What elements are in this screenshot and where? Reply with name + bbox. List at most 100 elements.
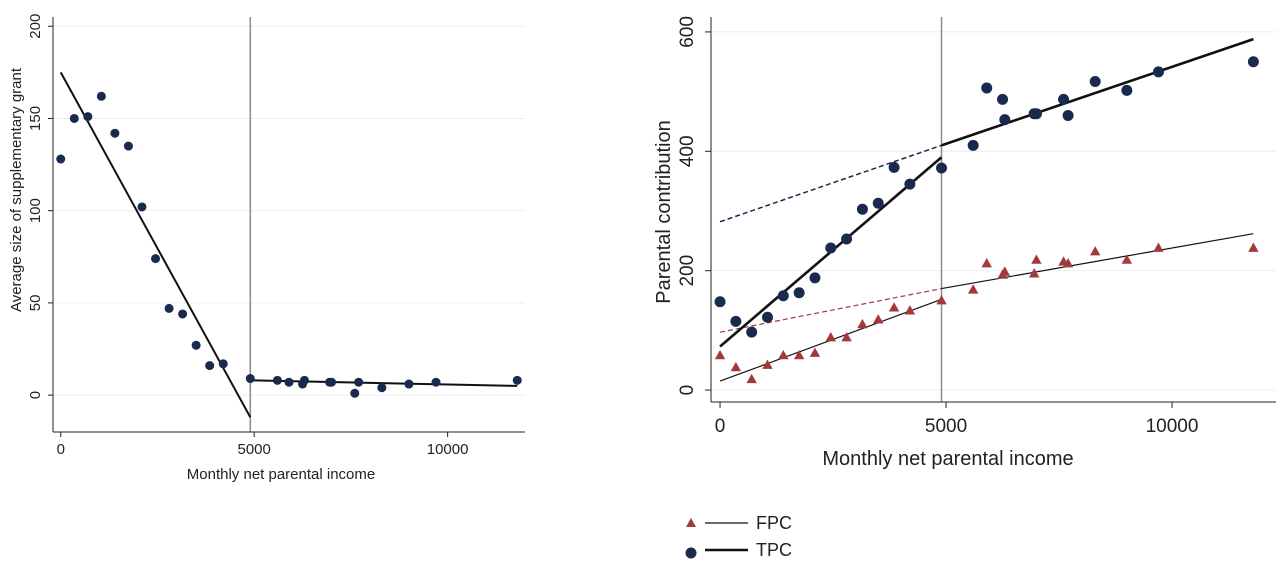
legend-tpc-marker: [685, 547, 697, 559]
left-y-ticks: 0 50 100 150 200: [27, 14, 53, 399]
left-point-data: [377, 383, 387, 393]
right-point-tpc: [746, 326, 758, 338]
left-point-data: [83, 112, 93, 122]
left-point-data: [151, 254, 161, 264]
right-y-tick-label: 600: [677, 16, 698, 48]
right-point-fpc: [999, 266, 1011, 276]
right-point-fpc: [825, 332, 837, 342]
legend-fpc-label: FPC: [756, 513, 792, 533]
right-y-tick-label: 400: [677, 135, 698, 167]
legend-item-tpc: TPC: [685, 540, 792, 560]
right-point-tpc: [1062, 109, 1074, 121]
left-y-axis-title: Average size of supplementary grant: [8, 67, 25, 312]
right-point-tpc: [904, 178, 916, 190]
left-y-tick-label: 100: [27, 198, 44, 223]
right-fit-line: [941, 233, 1254, 290]
right-point-tpc: [967, 139, 979, 151]
legend: FPC TPC: [685, 513, 792, 560]
right-point-fpc: [793, 349, 805, 360]
right-fit-line: [719, 144, 942, 223]
left-x-ticks: 0 5000 10000: [57, 432, 468, 458]
right-point-tpc: [1247, 56, 1259, 68]
right-point-fpc: [1248, 242, 1259, 252]
right-fit-line: [719, 288, 942, 333]
right-y-ticks: 0 200 400 600: [677, 16, 711, 395]
legend-tpc-label: TPC: [756, 540, 792, 560]
right-point-fpc: [888, 302, 900, 312]
right-point-fpc: [730, 361, 742, 372]
left-point-data: [123, 141, 133, 151]
left-point-data: [350, 388, 360, 398]
left-point-data: [404, 379, 414, 389]
right-grid: [711, 31, 1276, 391]
left-point-data: [512, 375, 522, 385]
left-y-tick-label: 200: [27, 14, 44, 39]
right-y-tick-label: 0: [677, 385, 698, 396]
right-point-tpc: [856, 203, 868, 215]
right-point-tpc: [793, 287, 805, 299]
left-fit-lines: [59, 71, 518, 418]
right-point-tpc: [1058, 93, 1070, 105]
left-point-data: [205, 361, 215, 371]
left-point-data: [354, 377, 364, 387]
right-y-tick-label: 200: [677, 255, 698, 287]
right-point-fpc: [1028, 268, 1040, 278]
left-point-data: [69, 113, 79, 123]
right-x-tick-label: 10000: [1146, 416, 1199, 437]
left-point-data: [164, 303, 174, 313]
right-point-tpc: [1121, 84, 1133, 96]
left-x-tick-label: 5000: [237, 441, 270, 458]
right-point-tpc: [714, 296, 726, 308]
right-axes: [710, 17, 1276, 403]
right-point-fpc: [746, 373, 757, 384]
right-point-tpc: [1030, 108, 1042, 120]
right-point-fpc: [873, 314, 884, 324]
right-point-fpc: [809, 347, 821, 357]
right-point-tpc: [825, 242, 837, 254]
left-point-data: [56, 154, 66, 164]
right-markers: [714, 56, 1259, 384]
right-x-tick-label: 5000: [925, 416, 967, 437]
supplementary-grant-chart: 0 5000 10000 0 50 100 150 200 Monthly net pare…: [8, 14, 525, 483]
left-markers: [56, 91, 522, 398]
right-point-fpc: [762, 359, 773, 369]
left-point-data: [284, 377, 294, 387]
right-point-fpc: [714, 349, 726, 360]
right-point-tpc: [730, 315, 742, 327]
right-fit-line: [941, 37, 1254, 147]
right-point-tpc: [762, 311, 773, 323]
left-y-tick-label: 150: [27, 106, 44, 131]
left-y-tick-label: 0: [27, 391, 44, 399]
left-point-data: [431, 377, 441, 387]
left-axes: [52, 17, 525, 433]
right-point-fpc: [1089, 246, 1101, 256]
right-point-fpc: [936, 295, 947, 305]
right-x-ticks: 0 5000 10000: [715, 402, 1199, 437]
left-point-data: [272, 375, 282, 385]
right-point-tpc: [872, 197, 884, 209]
right-point-tpc: [888, 161, 900, 173]
right-y-axis-title: Parental contribution: [653, 120, 675, 303]
right-point-tpc: [981, 82, 993, 94]
right-point-fpc: [1153, 242, 1164, 252]
left-point-data: [245, 374, 255, 384]
right-point-fpc: [778, 349, 789, 360]
right-point-fpc: [904, 305, 916, 315]
left-fit-line: [59, 71, 252, 418]
left-point-data: [327, 377, 337, 387]
left-x-tick-label: 0: [57, 441, 65, 458]
right-point-fpc: [1062, 258, 1074, 268]
legend-item-fpc: FPC: [686, 513, 792, 533]
left-y-tick-label: 50: [27, 295, 44, 312]
left-point-data: [178, 309, 188, 319]
right-point-tpc: [809, 272, 821, 284]
right-point-fpc: [841, 332, 852, 342]
left-point-data: [218, 359, 228, 369]
right-point-tpc: [997, 93, 1009, 105]
right-point-fpc: [981, 258, 992, 268]
left-point-data: [96, 91, 106, 101]
right-point-fpc: [1121, 254, 1133, 264]
parental-contribution-chart: 0 5000 10000 0 200 400 600 Monthly net parent…: [653, 16, 1276, 560]
left-point-data: [299, 375, 309, 385]
left-point-data: [191, 340, 201, 350]
